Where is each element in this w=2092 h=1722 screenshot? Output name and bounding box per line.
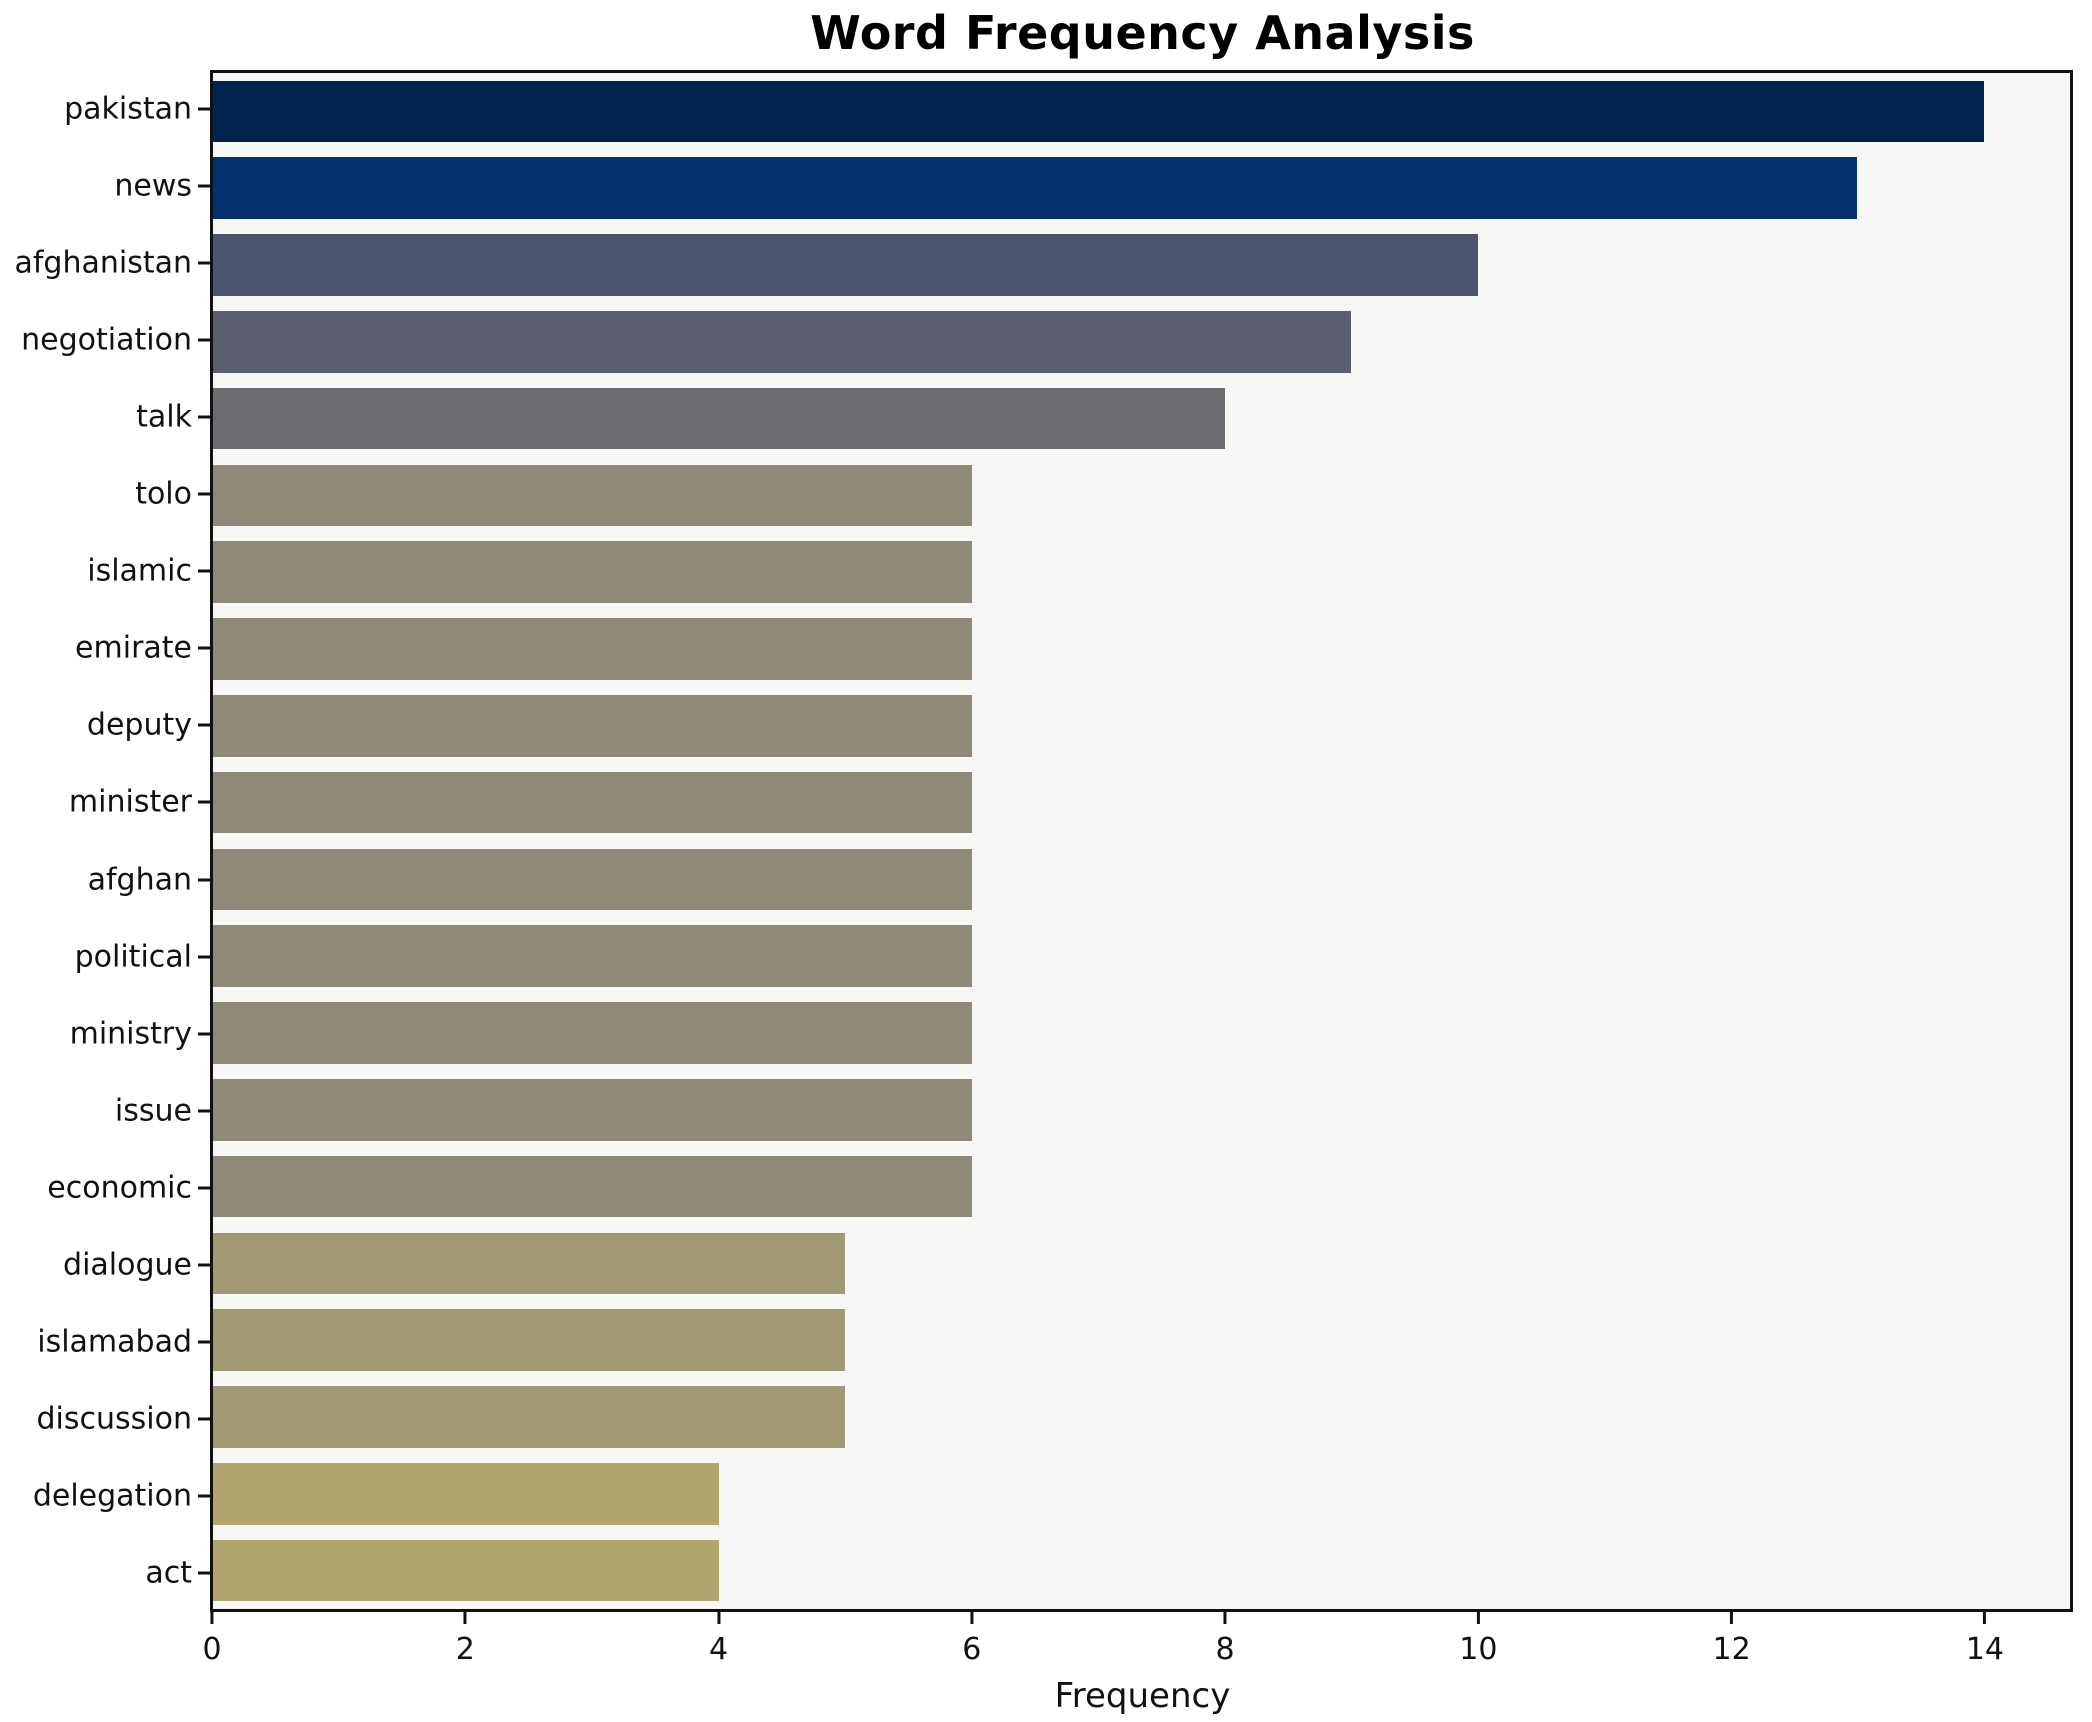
y-tick-label-islamabad: islamabad xyxy=(37,1324,192,1360)
y-tick-mark xyxy=(198,1340,210,1344)
bar-ministry xyxy=(213,1002,972,1064)
bar-afghanistan xyxy=(213,234,1478,296)
x-tick-label: 12 xyxy=(1712,1632,1751,1667)
y-tick-mark xyxy=(198,955,210,959)
bar-discussion xyxy=(213,1386,846,1448)
y-tick-label-deputy: deputy xyxy=(86,707,192,743)
y-tick-label-tolo: tolo xyxy=(135,476,192,512)
y-tick-label-negotiation: negotiation xyxy=(21,322,192,358)
x-tick-mark xyxy=(1730,1612,1734,1624)
x-axis-ticks: 0 2 4 6 8 10 12 14 xyxy=(202,1612,2071,1672)
y-tick-label-economic: economic xyxy=(47,1170,192,1206)
x-tick-2: 2 xyxy=(456,1612,475,1667)
y-tick-mark xyxy=(198,1494,210,1498)
y-tick-mark xyxy=(198,1417,210,1421)
x-tick-label: 0 xyxy=(202,1632,222,1667)
x-tick-mark xyxy=(210,1612,214,1624)
y-tick-mark xyxy=(198,878,210,882)
x-tick-label: 2 xyxy=(455,1632,475,1667)
y-tick-mark xyxy=(198,415,210,419)
y-tick-label-discussion: discussion xyxy=(36,1401,192,1437)
y-tick-label-pakistan: pakistan xyxy=(64,91,192,127)
y-tick-label-emirate: emirate xyxy=(75,630,192,666)
bar-islamabad xyxy=(213,1309,846,1371)
bar-talk xyxy=(213,387,1225,450)
bar-economic xyxy=(213,1155,972,1218)
x-tick-label: 4 xyxy=(708,1632,729,1667)
bar-news xyxy=(213,157,1858,219)
bar-political xyxy=(213,925,972,987)
x-tick-12: 12 xyxy=(1713,1612,1751,1667)
y-tick-mark xyxy=(198,646,210,650)
y-axis-ticks xyxy=(198,70,210,1612)
x-tick-label: 14 xyxy=(1965,1632,2004,1667)
y-tick-label-act: act xyxy=(145,1555,192,1591)
y-tick-label-political: political xyxy=(74,939,192,975)
x-tick-mark xyxy=(1983,1612,1987,1624)
y-tick-label-talk: talk xyxy=(136,399,192,435)
x-tick-6: 6 xyxy=(962,1612,981,1667)
y-tick-mark xyxy=(198,800,210,804)
x-tick-10: 10 xyxy=(1459,1612,1497,1667)
y-tick-label-islamic: islamic xyxy=(87,553,192,589)
bar-islamic xyxy=(213,541,972,603)
bar-dialogue xyxy=(213,1232,846,1295)
y-tick-label-news: news xyxy=(114,168,192,204)
bar-act xyxy=(213,1539,719,1602)
y-tick-label-delegation: delegation xyxy=(32,1478,192,1514)
y-tick-mark xyxy=(198,1263,210,1267)
x-tick-mark xyxy=(1476,1612,1480,1624)
x-tick-mark xyxy=(717,1612,721,1624)
y-tick-mark xyxy=(198,1571,210,1575)
y-tick-label-afghan: afghan xyxy=(87,862,192,898)
x-tick-mark xyxy=(463,1612,467,1624)
bar-minister xyxy=(213,771,972,834)
y-tick-mark xyxy=(198,723,210,727)
x-tick-mark xyxy=(1223,1612,1227,1624)
x-tick-label: 8 xyxy=(1215,1632,1235,1667)
y-tick-mark xyxy=(198,1186,210,1190)
x-tick-label: 6 xyxy=(962,1632,982,1667)
bar-negotiation xyxy=(213,311,1352,373)
bar-tolo xyxy=(213,464,972,527)
y-tick-mark xyxy=(198,492,210,496)
chart-title: Word Frequency Analysis xyxy=(810,6,1475,60)
y-tick-label-issue: issue xyxy=(114,1093,192,1129)
y-tick-label-dialogue: dialogue xyxy=(63,1247,192,1283)
bar-issue xyxy=(213,1079,972,1141)
x-tick-14: 14 xyxy=(1966,1612,2004,1667)
y-tick-label-ministry: ministry xyxy=(69,1016,192,1052)
x-tick-label: 10 xyxy=(1459,1632,1498,1667)
x-tick-mark xyxy=(970,1612,974,1624)
y-tick-label-minister: minister xyxy=(68,784,192,820)
x-tick-8: 8 xyxy=(1216,1612,1235,1667)
bar-deputy xyxy=(213,695,972,757)
y-tick-mark xyxy=(198,261,210,265)
plot-area xyxy=(210,70,2073,1612)
bar-delegation xyxy=(213,1463,719,1525)
x-tick-0: 0 xyxy=(202,1612,222,1667)
y-tick-mark xyxy=(198,1032,210,1036)
bar-pakistan xyxy=(213,80,1984,143)
y-tick-mark xyxy=(198,338,210,342)
y-tick-mark xyxy=(198,1109,210,1113)
bar-afghan xyxy=(213,848,972,911)
x-tick-4: 4 xyxy=(709,1612,728,1667)
y-tick-label-afghanistan: afghanistan xyxy=(14,245,192,281)
x-axis-label: Frequency xyxy=(1054,1676,1231,1716)
y-tick-mark xyxy=(198,569,210,573)
bar-emirate xyxy=(213,618,972,680)
y-axis-labels: pakistan news afghanistan negotiation talk to… xyxy=(0,70,192,1612)
y-tick-mark xyxy=(198,184,210,188)
y-tick-mark xyxy=(198,107,210,111)
